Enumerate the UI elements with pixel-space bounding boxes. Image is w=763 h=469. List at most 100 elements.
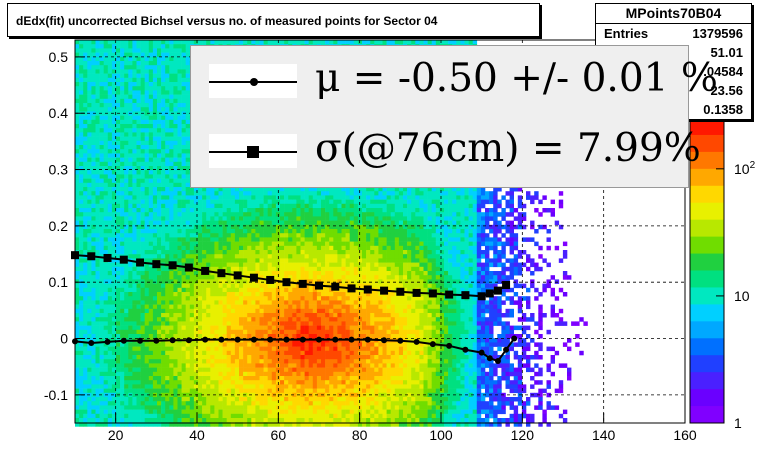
heatmap-cell <box>95 103 100 108</box>
heatmap-cell <box>79 212 84 217</box>
heatmap-cell <box>116 107 121 112</box>
heatmap-cell <box>140 241 145 247</box>
heatmap-cell <box>247 191 252 196</box>
heatmap-cell <box>144 355 150 360</box>
heatmap-cell <box>99 65 104 70</box>
heatmap-cell <box>169 195 174 200</box>
heatmap-cell <box>181 329 186 335</box>
heatmap-cell <box>165 170 170 175</box>
heatmap-cell <box>292 363 297 368</box>
heatmap-cell <box>99 153 104 158</box>
heatmap-cell <box>148 178 154 184</box>
heatmap-cell <box>140 107 145 112</box>
heatmap-cell <box>193 220 199 226</box>
heatmap-cell <box>124 350 129 356</box>
heatmap-cell <box>198 279 203 284</box>
heatmap-cell <box>144 325 150 331</box>
heatmap-cell <box>202 237 207 242</box>
heatmap-cell <box>111 119 117 125</box>
heatmap-cell <box>202 279 207 284</box>
heatmap-cell <box>107 300 113 305</box>
heatmap-cell <box>189 212 195 217</box>
heatmap-cell <box>280 392 285 398</box>
heatmap-cell <box>193 367 199 373</box>
heatmap-cell <box>210 254 215 259</box>
heatmap-cell <box>161 187 166 192</box>
heatmap-cell <box>280 350 285 356</box>
heatmap-cell <box>148 367 154 373</box>
heatmap-cell <box>140 208 145 213</box>
heatmap-cell <box>292 224 297 230</box>
heatmap-cell <box>173 140 178 146</box>
heatmap-cell <box>79 317 84 322</box>
heatmap-cell <box>140 296 145 301</box>
heatmap-cell <box>275 275 281 280</box>
heatmap-cell <box>230 233 236 238</box>
heatmap-cell <box>230 313 236 318</box>
heatmap-cell <box>79 69 84 74</box>
heatmap-cell <box>173 334 178 339</box>
heatmap-cell <box>107 292 113 297</box>
heatmap-cell <box>243 203 248 209</box>
heatmap-cell <box>226 384 232 389</box>
heatmap-cell <box>165 271 170 276</box>
heatmap-cell <box>189 397 195 402</box>
heatmap-cell <box>148 271 154 276</box>
heatmap-cell <box>185 388 191 394</box>
heatmap-cell <box>189 388 195 394</box>
heatmap-cell <box>116 380 121 385</box>
heatmap-cell <box>124 380 129 385</box>
heatmap-cell <box>255 229 260 234</box>
heatmap-cell <box>120 115 125 121</box>
heatmap-cell <box>107 334 113 339</box>
heatmap-cell <box>111 359 117 364</box>
heatmap-cell <box>284 401 289 406</box>
heatmap-cell <box>292 397 297 402</box>
heatmap-cell <box>271 350 277 356</box>
heatmap-cell <box>157 292 162 297</box>
heatmap-cell <box>136 182 141 188</box>
heatmap-cell <box>239 405 244 410</box>
heatmap-cell <box>79 65 84 70</box>
heatmap-cell <box>173 275 178 280</box>
heatmap-cell <box>148 325 154 331</box>
heatmap-cell <box>87 40 92 45</box>
heatmap-cell <box>144 124 150 129</box>
heatmap-cell <box>87 115 92 121</box>
heatmap-cell <box>198 224 203 230</box>
heatmap-cell <box>165 145 170 150</box>
heatmap-cell <box>288 250 293 255</box>
heatmap-cell <box>75 191 80 196</box>
heatmap-cell <box>169 203 174 209</box>
heatmap-cell <box>83 413 88 419</box>
heatmap-cell <box>91 325 96 331</box>
heatmap-cell <box>161 388 166 394</box>
heatmap-cell <box>230 422 236 427</box>
heatmap-cell <box>185 69 191 74</box>
heatmap-cell <box>288 191 293 196</box>
heatmap-cell <box>267 334 273 339</box>
heatmap-cell <box>169 107 174 112</box>
heatmap-cell <box>218 317 223 322</box>
heatmap-cell <box>144 77 150 83</box>
heatmap-cell <box>202 224 207 230</box>
heatmap-cell <box>255 296 260 301</box>
heatmap-cell <box>181 241 186 247</box>
heatmap-cell <box>234 342 240 347</box>
heatmap-cell <box>99 275 104 280</box>
heatmap-cell <box>148 334 154 339</box>
heatmap-cell <box>193 405 199 410</box>
heatmap-cell <box>107 157 113 163</box>
heatmap-cell <box>185 40 191 45</box>
heatmap-cell <box>267 233 273 238</box>
heatmap-cell <box>124 40 129 45</box>
heatmap-cell <box>234 334 240 339</box>
heatmap-cell <box>75 69 80 74</box>
heatmap-cell <box>177 203 182 209</box>
heatmap-cell <box>193 313 199 318</box>
heatmap-cell <box>181 313 186 318</box>
heatmap-cell <box>120 233 125 238</box>
heatmap-cell <box>136 401 141 406</box>
heatmap-cell <box>152 388 158 394</box>
heatmap-cell <box>124 262 129 268</box>
